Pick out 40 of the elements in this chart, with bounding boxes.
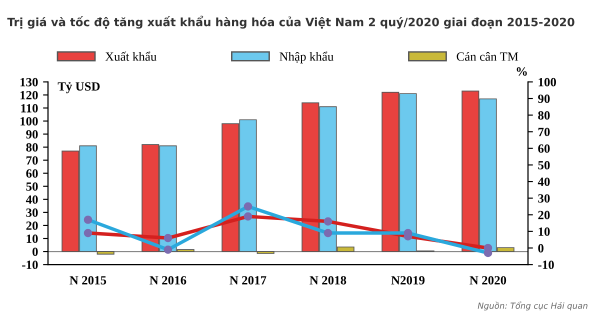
y2-tick-label: 10 [538, 227, 550, 236]
y-tick-label: 40 [26, 195, 38, 204]
y2-tick-label: 60 [538, 144, 550, 153]
y-tick-label: 110 [21, 104, 38, 112]
y-axis-title: Tỷ USD [58, 82, 100, 94]
y2-tick-label: 0 [538, 244, 544, 252]
y2-tick-label: -10 [538, 260, 554, 270]
y2-tick-label: 50 [538, 160, 550, 170]
legend-label: Xuất khẩu [105, 52, 157, 61]
x-tick-label: N 2020 [470, 276, 506, 285]
y2-tick-label: 20 [538, 210, 550, 220]
x-tick-label: N2019 [391, 276, 425, 285]
y-tick-label: 60 [26, 169, 38, 178]
y-tick-label: -10 [22, 260, 38, 270]
y-tick-label: 10 [26, 234, 38, 243]
text: Nguồn: Tổng cục Hải quan [478, 302, 588, 310]
y2-tick-label: 40 [538, 178, 550, 186]
y2-tick-label: 70 [538, 128, 550, 136]
y-tick-label: 90 [26, 130, 38, 139]
x-tick-label: N 2015 [70, 276, 106, 285]
legend-label: Cán cân TM [456, 52, 518, 61]
y2-tick-label: 100 [538, 78, 556, 86]
y-tick-label: 0 [32, 248, 38, 256]
legend-label: Nhập khẩu [280, 52, 334, 64]
y-tick-label: 50 [26, 182, 38, 191]
y2-tick-label: 90 [538, 94, 550, 103]
x-tick-label: N 2017 [230, 276, 266, 285]
y-tick-label: 100 [20, 117, 38, 126]
y-tick-label: 70 [26, 156, 38, 165]
y-tick-label: 120 [20, 90, 38, 100]
y-tick-label: 130 [20, 78, 38, 86]
y2-axis-title: % [516, 67, 527, 76]
chart-title: Trị giá và tốc độ tăng xuất khẩu hàng hóa của Việt Nam 2 quý/2020 giai đoạn 2015-2020 [7, 16, 574, 29]
y-tick-label: 20 [26, 221, 38, 230]
y-tick-label: 30 [26, 208, 38, 217]
y2-tick-label: 80 [538, 111, 550, 120]
y2-tick-label: 30 [538, 194, 550, 203]
x-tick-label: N 2016 [150, 276, 186, 285]
x-tick-label: N 2018 [310, 276, 346, 285]
y-tick-label: 80 [26, 143, 38, 152]
